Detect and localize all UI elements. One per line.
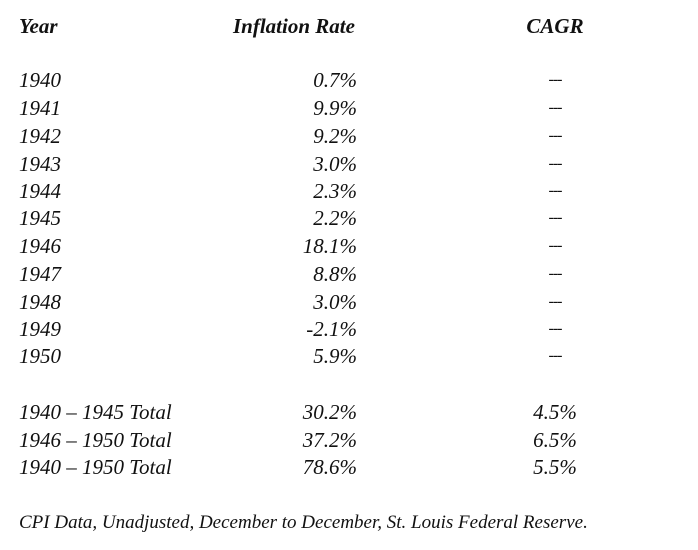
rate-cell: 9.9% (313, 96, 357, 120)
rate-cell: 3.0% (313, 152, 357, 176)
cagr-cell: --- (548, 209, 563, 226)
rate-cell: 0.7% (313, 68, 357, 92)
total-row: 1940 – 1950 Total 78.6% 5.5% (0, 453, 698, 481)
cagr-cell: --- (548, 237, 563, 254)
rate-cell: 18.1% (302, 234, 357, 258)
header-inflation-rate: Inflation Rate (233, 14, 355, 38)
rate-cell: 5.9% (313, 344, 357, 368)
year-cell: 1941 (19, 96, 61, 120)
total-row: 1940 – 1945 Total 30.2% 4.5% (0, 398, 698, 426)
year-cell: 1949 (19, 317, 61, 341)
table-row: 1946 18.1% --- (0, 232, 698, 260)
rate-cell: 9.2% (313, 124, 357, 148)
total-period-cell: 1940 – 1950 Total (19, 455, 172, 479)
cagr-cell: --- (548, 320, 563, 337)
table-row: 1941 9.9% --- (0, 94, 698, 122)
year-cell: 1943 (19, 152, 61, 176)
table-row: 1947 8.8% --- (0, 260, 698, 288)
year-cell: 1940 (19, 68, 61, 92)
year-cell: 1948 (19, 290, 61, 314)
year-cell: 1945 (19, 206, 61, 230)
table-row: 1944 2.3% --- (0, 177, 698, 205)
year-cell: 1950 (19, 344, 61, 368)
year-cell: 1946 (19, 234, 61, 258)
total-rate-cell: 78.6% (302, 455, 357, 479)
cagr-cell: --- (548, 99, 563, 116)
table-header-row: Year Inflation Rate CAGR (0, 12, 698, 40)
total-rate-cell: 37.2% (302, 428, 357, 452)
total-rate-cell: 30.2% (302, 400, 357, 424)
rate-cell: 3.0% (313, 290, 357, 314)
total-cagr-cell: 5.5% (533, 455, 577, 479)
year-cell: 1944 (19, 179, 61, 203)
header-year: Year (19, 14, 58, 38)
rate-cell: 2.2% (313, 206, 357, 230)
cagr-cell: --- (548, 265, 563, 282)
cagr-cell: --- (548, 347, 563, 364)
total-period-cell: 1946 – 1950 Total (19, 428, 172, 452)
cagr-cell: --- (548, 127, 563, 144)
source-footnote: CPI Data, Unadjusted, December to Decemb… (19, 512, 588, 533)
year-cell: 1947 (19, 262, 61, 286)
header-cagr: CAGR (526, 14, 584, 38)
rate-cell: -2.1% (306, 317, 357, 341)
rate-cell: 8.8% (313, 262, 357, 286)
total-cagr-cell: 6.5% (533, 428, 577, 452)
cagr-cell: --- (548, 155, 563, 172)
total-row: 1946 – 1950 Total 37.2% 6.5% (0, 426, 698, 454)
cagr-cell: --- (548, 293, 563, 310)
rate-cell: 2.3% (313, 179, 357, 203)
table-row: 1950 5.9% --- (0, 342, 698, 370)
table-row: 1943 3.0% --- (0, 150, 698, 178)
table-row: 1948 3.0% --- (0, 288, 698, 316)
table-row: 1945 2.2% --- (0, 204, 698, 232)
cagr-cell: --- (548, 182, 563, 199)
table-row: 1942 9.2% --- (0, 122, 698, 150)
cagr-cell: --- (548, 71, 563, 88)
total-period-cell: 1940 – 1945 Total (19, 400, 172, 424)
total-cagr-cell: 4.5% (533, 400, 577, 424)
table-row: 1940 0.7% --- (0, 66, 698, 94)
year-cell: 1942 (19, 124, 61, 148)
table-row: 1949 -2.1% --- (0, 315, 698, 343)
